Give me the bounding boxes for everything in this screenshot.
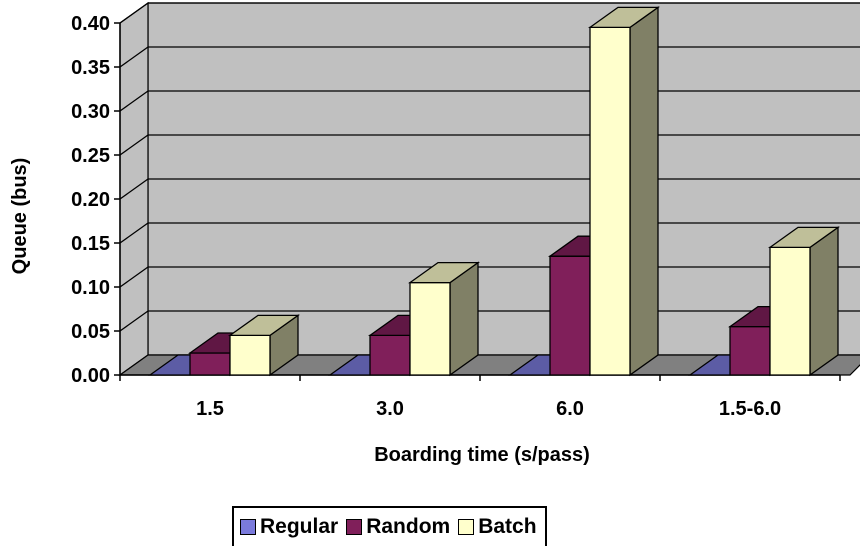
bar-front [549, 255, 591, 376]
x-tick-label: 1.5-6.0 [719, 398, 781, 420]
y-tick-label: 0.05 [71, 321, 110, 343]
y-tick-label: 0.00 [71, 365, 110, 387]
gridline-side [119, 222, 149, 244]
bar-top [407, 261, 481, 284]
y-tick-label: 0.20 [71, 189, 110, 211]
x-tick-label: 3.0 [376, 398, 404, 420]
bar-batch [407, 261, 481, 377]
gridline-side [119, 178, 149, 200]
x-tick-label: 6.0 [556, 398, 584, 420]
y-tick-label: 0.35 [71, 57, 110, 79]
bars [147, 6, 841, 377]
bar-batch [227, 314, 301, 377]
bar-top [227, 314, 301, 337]
gridline-side [119, 2, 149, 24]
y-axis-title: Queue (bus) [9, 158, 31, 275]
y-tick-labels: 0.00 0.05 0.10 0.15 0.20 0.25 0.30 0.35 0.40 [71, 13, 110, 387]
bar-front [189, 352, 231, 376]
legend-swatch-random [346, 519, 363, 535]
gridline-side [119, 310, 149, 332]
y-tick-label: 0.10 [71, 277, 110, 299]
legend-label-batch: Batch [478, 515, 537, 538]
bar-batch [767, 226, 841, 377]
gridline-side [119, 134, 149, 156]
legend-label-random: Random [366, 515, 451, 538]
bar-front [229, 334, 271, 376]
y-tick-label: 0.30 [71, 101, 110, 123]
legend-item-random: Random [346, 515, 450, 539]
bar-side [629, 6, 659, 377]
gridlines [119, 2, 860, 332]
bar-front [369, 334, 411, 376]
legend-swatch-regular [240, 519, 256, 535]
bar-top [767, 226, 841, 249]
legend: Regular Random Batch [232, 506, 547, 546]
y-tick-label: 0.25 [71, 145, 110, 167]
y-tick-label: 0.15 [71, 233, 110, 255]
gridline-side [119, 90, 149, 112]
x-tick-label: 1.5 [196, 398, 224, 420]
bar-front [729, 325, 771, 376]
bar-front [589, 26, 631, 376]
legend-swatch-batch [458, 519, 475, 535]
bar-side [809, 226, 839, 377]
gridline-side [119, 46, 149, 68]
y-tick-label: 0.40 [71, 13, 110, 35]
x-tick-labels: 1.5 3.0 6.0 1.5-6.0 [196, 398, 781, 420]
legend-item-batch: Batch [458, 515, 537, 539]
bar-front [409, 281, 451, 376]
bar-top [587, 6, 661, 29]
gridline-side [119, 266, 149, 288]
bar-batch [587, 6, 661, 377]
legend-item-regular: Regular [240, 515, 338, 539]
bar-front [769, 246, 811, 376]
legend-label-regular: Regular [260, 515, 339, 538]
x-axis-title: Boarding time (s/pass) [374, 444, 590, 466]
